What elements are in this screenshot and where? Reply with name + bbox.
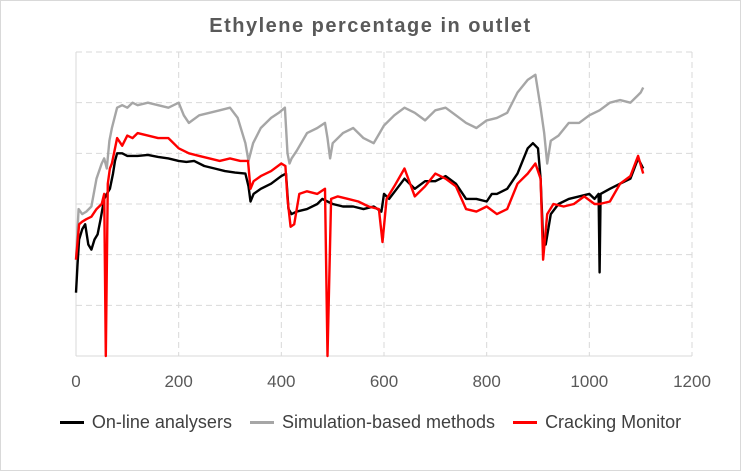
legend-label: Cracking Monitor (545, 412, 682, 432)
series-lines (74, 73, 645, 358)
x-tick-label: 800 (472, 372, 500, 391)
legend-label: Simulation-based methods (281, 412, 496, 432)
chart-title: Ethylene percentage in outlet (209, 15, 532, 37)
x-tick-label: 0 (71, 372, 80, 391)
x-tick-label: 200 (164, 372, 192, 391)
legend-swatch (59, 421, 84, 424)
legend-item: On-line analysers (59, 412, 232, 433)
series-line-cracking-monitor (74, 131, 645, 358)
x-tick-label: 1200 (673, 372, 711, 391)
legend-swatch (513, 421, 538, 424)
x-tick-label: 600 (370, 372, 398, 391)
legend-item: Cracking Monitor (513, 412, 681, 433)
x-tick-label: 1000 (570, 372, 608, 391)
legend-item: Simulation-based methods (249, 412, 496, 433)
series-line-on-line-analysers (74, 142, 645, 293)
legend-label: On-line analysers (91, 412, 232, 432)
series-line-simulation-based-methods (74, 73, 645, 260)
x-tick-label: 400 (267, 372, 295, 391)
chart-legend: On-line analysers Simulation-based method… (0, 412, 741, 433)
legend-swatch (249, 421, 274, 424)
x-axis: 0 200 400 600 800 1000 1200 (71, 52, 711, 391)
